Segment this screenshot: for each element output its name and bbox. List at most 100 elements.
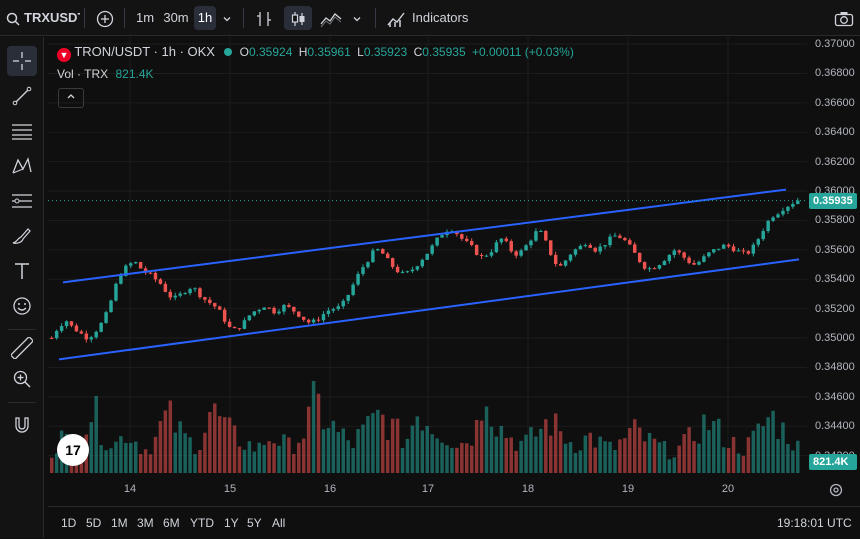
range-1m-button[interactable]: 1M [111,516,128,530]
pattern-icon[interactable] [7,151,37,181]
indicators-icon[interactable] [387,6,407,30]
candle-body [583,245,588,247]
range-1y-button[interactable]: 1Y [224,516,239,530]
range-ytd-button[interactable]: YTD [190,516,214,530]
chevron-down-icon[interactable] [222,6,232,30]
candle-body [385,253,390,259]
bar-chart-type-icon[interactable] [255,6,273,30]
volume-bar [786,444,790,473]
volume-bar [672,457,676,473]
volume-bar [217,416,222,473]
candle-body [361,267,365,274]
candle-body [756,239,760,245]
chevron-down-icon[interactable] [352,6,362,30]
volume-bar [301,438,306,473]
candle-body [608,236,612,246]
volume-bar [222,417,227,473]
candle-body [415,266,420,270]
candle-body [474,244,479,255]
indicators-button[interactable]: Indicators [412,10,469,25]
volume-bar [489,426,494,473]
low-value: 0.35923 [363,45,408,59]
settings-gear-icon[interactable] [828,482,844,503]
volume-bar [588,432,593,473]
channel-upper-line [62,188,787,284]
candle-body [173,295,177,298]
ruler-icon[interactable] [7,333,37,363]
volume-bar [721,447,726,473]
crosshair-icon[interactable] [7,46,37,76]
range-3m-button[interactable]: 3M [137,516,154,530]
candle-body [613,235,617,237]
candle-body [731,246,736,252]
price-chart[interactable] [48,37,807,473]
range-5d-button[interactable]: 5D [86,516,102,530]
emoji-icon[interactable] [7,291,37,321]
candle-body [277,311,281,314]
candle-body [633,244,637,253]
magnet-icon[interactable] [7,410,37,440]
candle-body [588,245,593,248]
candles-chart-type-icon[interactable] [284,6,312,30]
volume-bar [316,393,321,473]
volume-bar [613,449,617,473]
candle-body [687,257,691,263]
camera-icon[interactable] [834,6,854,30]
symbol-search-input[interactable]: TRXUSDT [24,10,80,25]
interval-1h-button[interactable]: 1h [194,6,216,30]
range-1d-button[interactable]: 1D [61,516,77,530]
range-6m-button[interactable]: 6M [163,516,180,530]
tradingview-logo[interactable]: 17 [57,434,89,466]
volume-bar [647,432,652,473]
interval-1m-button[interactable]: 1m [135,10,155,25]
candle-body [321,314,326,321]
clock-timezone[interactable]: 19:18:01 UTC [777,516,852,530]
compare-symbol-icon[interactable] [96,6,114,30]
price-axis[interactable]: 0.37000 0.36800 0.36600 0.36400 0.36200 0.360… [807,37,860,473]
candle-body [618,235,622,239]
candle-body [213,303,217,307]
brush-icon[interactable] [7,221,37,251]
volume-bar [494,436,499,473]
collapse-legend-button[interactable] [58,88,84,108]
candle-body [726,244,731,247]
candle-body [465,238,469,241]
volume-label[interactable]: Vol · TRX [57,67,109,81]
candle-body [623,238,627,241]
zoom-in-icon[interactable] [7,364,37,394]
fib-icon[interactable] [7,186,37,216]
volume-bar [484,406,489,473]
price-tick-label: 0.35200 [815,302,855,315]
search-icon[interactable] [6,6,20,30]
volume-bar [287,437,291,473]
symbol-title[interactable]: TRON/USDT · 1h · OKX [74,44,215,59]
volume-bar [736,453,741,473]
candle-body [371,250,375,263]
time-tick-label: 17 [421,483,435,495]
volume-bar [479,420,484,473]
change-value: +0.00011 (+0.03%) [471,45,574,59]
volume-bar [791,450,795,473]
range-all-button[interactable]: All [272,516,286,530]
candle-body [717,248,721,250]
volume-bar [99,445,103,473]
candle-body [672,250,676,255]
time-axis[interactable]: 14 15 16 17 18 19 20 [48,478,807,500]
open-label: O [239,45,249,59]
volume-bar [124,442,128,473]
area-chart-type-icon[interactable] [320,6,342,30]
trend-line-icon[interactable] [7,81,37,111]
time-tick-label: 20 [721,483,735,495]
interval-30m-button[interactable]: 30m [163,10,189,25]
candle-body [420,259,425,267]
candle-body [499,238,504,243]
candle-body [267,307,271,309]
candle-body [558,263,563,266]
candle-body [203,297,207,300]
horizontal-lines-icon[interactable] [7,116,37,146]
volume-bar [114,441,118,473]
candle-body [430,245,434,254]
range-5y-button[interactable]: 5Y [247,516,262,530]
candle-body [395,266,400,273]
text-icon[interactable] [7,256,37,286]
